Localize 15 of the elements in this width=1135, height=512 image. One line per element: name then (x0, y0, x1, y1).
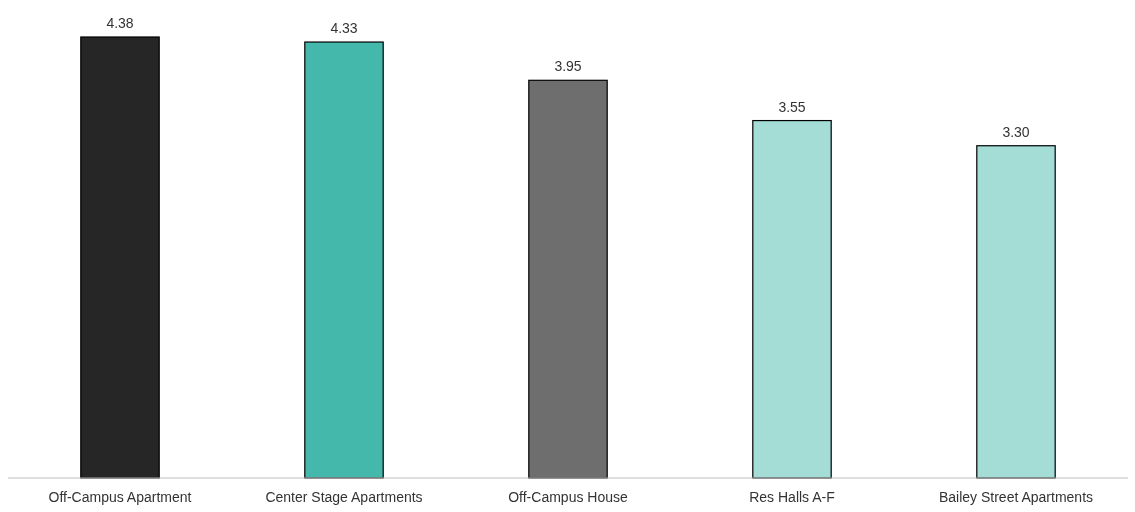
bar (976, 145, 1056, 479)
x-tick-label: Center Stage Apartments (265, 489, 423, 505)
data-label: 3.55 (778, 98, 806, 115)
x-tick-label: Res Halls A-F (749, 489, 835, 505)
data-label: 4.38 (106, 15, 134, 31)
bar (528, 79, 608, 479)
bar (80, 36, 160, 479)
bar (304, 41, 384, 479)
x-tick-label: Off-Campus Apartment (48, 489, 192, 505)
data-label: 4.33 (330, 20, 358, 37)
bar (752, 119, 832, 479)
x-tick-label: Off-Campus House (508, 489, 628, 505)
data-label: 3.30 (1002, 123, 1030, 140)
data-label: 3.95 (554, 58, 582, 75)
x-tick-label: Bailey Street Apartments (938, 489, 1094, 505)
